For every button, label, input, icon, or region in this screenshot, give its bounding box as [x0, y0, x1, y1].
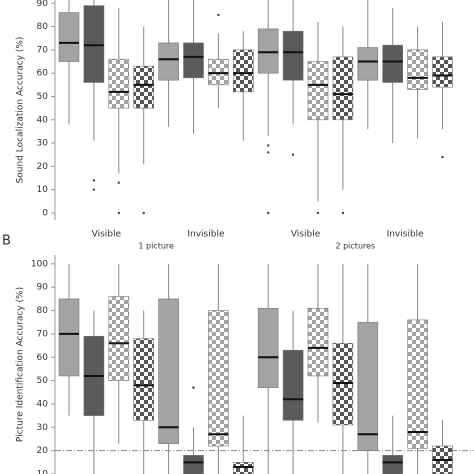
- box: [183, 455, 204, 474]
- box: [58, 12, 80, 62]
- box: [382, 455, 404, 474]
- outlier: [92, 179, 96, 182]
- subgroup-label: Visible: [291, 230, 321, 240]
- y-tick-label: 30: [37, 139, 49, 149]
- outlier: [142, 211, 145, 215]
- outlier: [217, 13, 220, 17]
- group-label: 1 picture: [138, 242, 174, 251]
- box: [58, 298, 80, 377]
- box: [432, 56, 453, 88]
- box: [332, 56, 354, 121]
- y-tick-label: 80: [37, 22, 49, 32]
- outlier: [341, 211, 345, 215]
- box: [357, 47, 379, 81]
- group-label: 2 pictures: [335, 242, 375, 251]
- y-tick-label: 30: [37, 423, 49, 433]
- box: [158, 42, 179, 81]
- box: [407, 49, 428, 90]
- y-axis-label: Sound Localization Accuracy (%): [16, 37, 26, 184]
- box: [257, 28, 279, 74]
- plot-area: [55, 263, 474, 474]
- box: [357, 321, 379, 451]
- outlier: [441, 155, 444, 159]
- box: [133, 338, 154, 421]
- outlier: [316, 211, 320, 215]
- box: [382, 44, 404, 83]
- panel-label: B: [2, 234, 11, 249]
- outlier: [92, 188, 96, 191]
- box: [108, 296, 130, 381]
- y-tick-label: 60: [37, 353, 49, 363]
- y-tick-label: 0: [42, 209, 48, 219]
- y-tick-label: 40: [37, 115, 49, 125]
- box: [332, 342, 354, 426]
- y-tick-label: 50: [37, 376, 49, 386]
- y-tick-label: 100: [31, 259, 48, 269]
- box: [282, 30, 304, 81]
- subgroup-label: Visible: [92, 230, 122, 240]
- outlier: [291, 153, 295, 156]
- y-tick-label: 90: [37, 0, 49, 9]
- box: [183, 42, 204, 79]
- outlier: [192, 386, 195, 389]
- outlier: [117, 181, 121, 184]
- y-tick-label: 20: [37, 446, 49, 456]
- y-tick-label: 90: [37, 283, 49, 293]
- subgroup-label: Invisible: [187, 230, 225, 240]
- y-tick-label: 50: [37, 92, 49, 102]
- box: [233, 49, 254, 93]
- outlier: [267, 151, 270, 154]
- box: [108, 58, 130, 109]
- y-tick-label: 70: [37, 329, 49, 339]
- box: [133, 65, 154, 109]
- box: [307, 307, 329, 377]
- y-tick-label: 80: [37, 306, 49, 316]
- outlier: [267, 144, 270, 147]
- box: [282, 349, 304, 421]
- subgroup-label: Invisible: [387, 230, 425, 240]
- box: [208, 58, 229, 86]
- y-tick-label: 20: [37, 162, 49, 172]
- outlier: [117, 211, 121, 215]
- plot-area: [58, 0, 453, 215]
- y-tick-label: 40: [37, 399, 49, 409]
- box: [407, 319, 428, 449]
- y-tick-label: 60: [37, 69, 49, 79]
- box: [307, 61, 329, 121]
- y-tick-label: 10: [37, 185, 49, 195]
- y-axis-label: Picture Identification Accuracy (%): [16, 287, 26, 442]
- box: [83, 5, 105, 83]
- y-tick-label: 70: [37, 45, 49, 55]
- outlier: [267, 211, 270, 215]
- box: [158, 298, 179, 444]
- box: [208, 310, 229, 447]
- y-tick-label: 10: [37, 470, 49, 474]
- box: [233, 462, 254, 474]
- box: [257, 307, 279, 388]
